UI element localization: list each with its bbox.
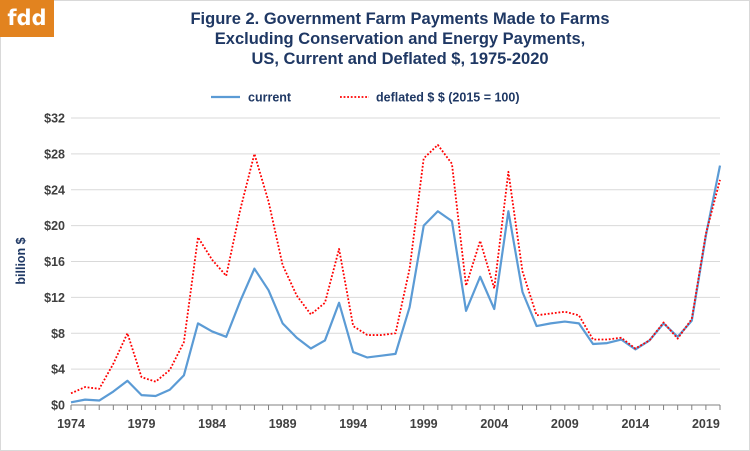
fdd-logo: fdd	[0, 0, 54, 37]
y-tick-label: $24	[44, 183, 65, 197]
x-tick-label: 1999	[410, 417, 438, 431]
x-tick-label: 2019	[692, 417, 720, 431]
y-tick-label: $0	[51, 399, 65, 413]
y-tick-label: $28	[44, 147, 65, 161]
chart-title-line-2: Excluding Conservation and Energy Paymen…	[214, 30, 586, 48]
y-tick-label: $20	[44, 219, 65, 233]
chart-title: Figure 2. Government Farm Payments Made …	[100, 9, 700, 69]
y-tick-label: $16	[44, 255, 65, 269]
legend-label-deflated: deflated $ $ (2015 = 100)	[376, 91, 519, 105]
x-tick-label: 1989	[269, 417, 297, 431]
axes: $0 $4 $8 $12 $16 $20 $24 $28 $32 1974 1979 1984 1989…	[44, 112, 721, 431]
y-tick-label: $8	[51, 327, 65, 341]
x-tick-label: 2009	[551, 417, 579, 431]
series-line-deflated	[70, 144, 721, 395]
x-tick-label: 1979	[128, 417, 156, 431]
y-tick-label: $32	[44, 112, 65, 126]
chart-title-line-1: Figure 2. Government Farm Payments Made …	[190, 10, 610, 28]
x-tick-label: 1984	[198, 417, 226, 431]
y-axis-label: billion $	[14, 237, 28, 284]
gridlines	[71, 117, 720, 370]
y-tick-label: $4	[51, 363, 65, 377]
chart-title-line-3: US, Current and Deflated $, 1975-2020	[251, 50, 549, 68]
series-layer	[70, 144, 722, 404]
y-tick-label: $12	[44, 291, 65, 305]
x-tick-label: 2004	[480, 417, 508, 431]
x-tick-label: 1994	[339, 417, 367, 431]
x-tick-label: 2014	[621, 417, 649, 431]
legend: current deflated $ $ (2015 = 100)	[211, 91, 519, 105]
x-tick-label: 1974	[57, 417, 85, 431]
legend-label-current: current	[248, 91, 292, 105]
series-line-current	[70, 165, 722, 404]
